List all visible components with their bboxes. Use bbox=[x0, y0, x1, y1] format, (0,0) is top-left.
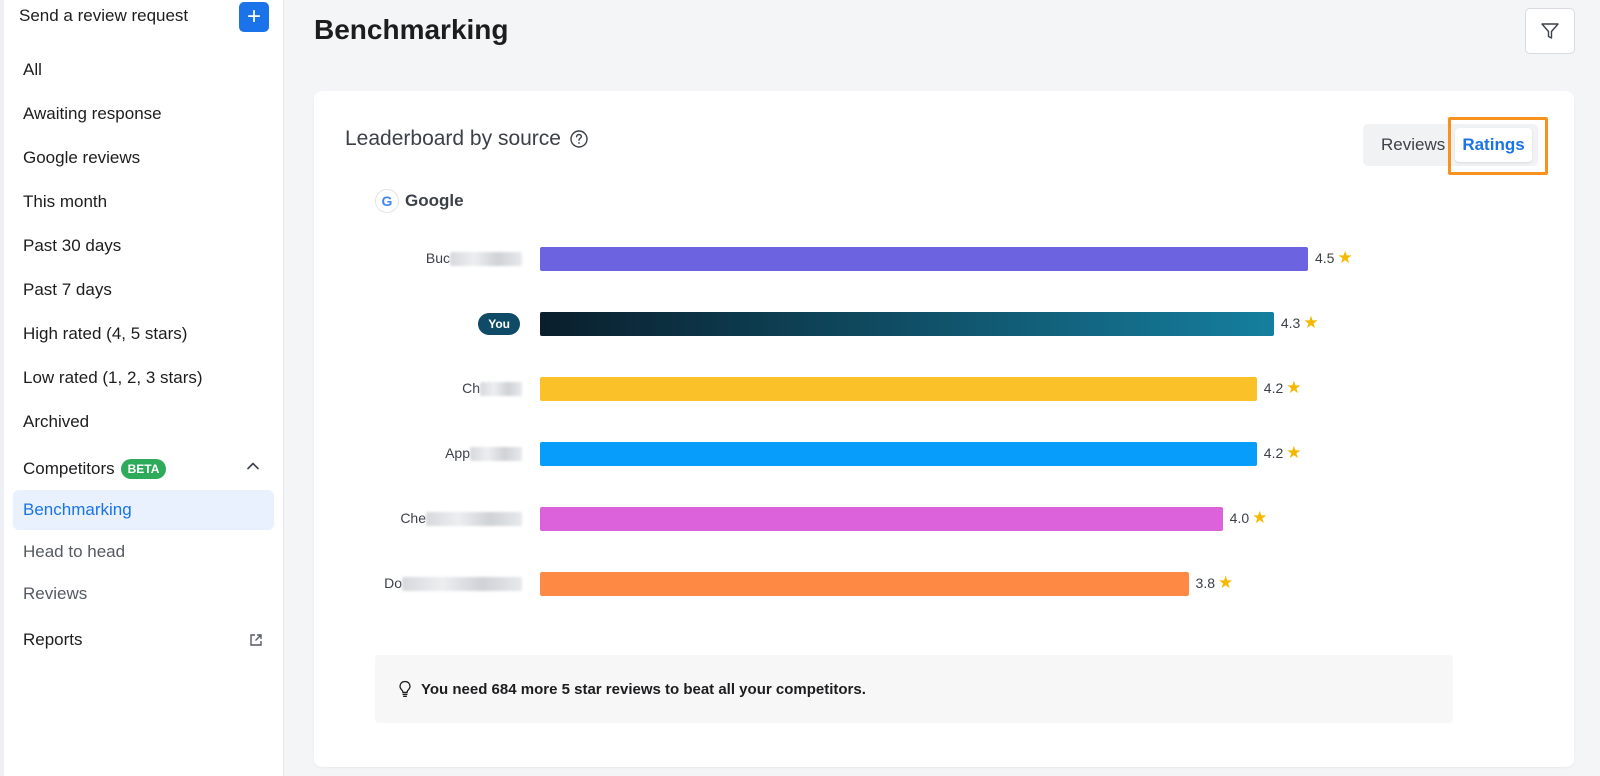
sidebar-item-past-30-days[interactable]: Past 30 days bbox=[23, 236, 122, 255]
page-title: Benchmarking bbox=[314, 14, 509, 45]
bar-value-label: 4.0 ★ bbox=[1230, 509, 1268, 526]
send-review-request-row[interactable]: Send a review request + bbox=[19, 0, 269, 32]
rating-value: 4.5 bbox=[1315, 249, 1335, 266]
rating-bar bbox=[540, 507, 1223, 531]
bar-value-label: 3.8 ★ bbox=[1196, 574, 1234, 591]
redacted-name bbox=[426, 512, 522, 527]
tip-box: You need 684 more 5 star reviews to beat… bbox=[375, 655, 1453, 723]
chevron-up-icon[interactable] bbox=[246, 459, 260, 473]
lightbulb-icon bbox=[399, 680, 411, 697]
rating-value: 4.0 bbox=[1229, 509, 1250, 526]
tab-reviews[interactable]: Reviews bbox=[1381, 135, 1446, 154]
sidebar-item-head-to-head[interactable]: Head to head bbox=[23, 542, 126, 561]
you-badge: You bbox=[478, 313, 520, 335]
rating-value: 4.2 bbox=[1263, 444, 1284, 461]
help-icon[interactable] bbox=[569, 129, 589, 149]
rating-bar bbox=[540, 247, 1308, 271]
filter-icon bbox=[1541, 23, 1559, 39]
leaderboard-title: Leaderboard by source bbox=[345, 127, 589, 151]
source-label: Google bbox=[405, 191, 464, 210]
bar-value-label: 4.2 ★ bbox=[1264, 379, 1302, 396]
bar-label-text: App bbox=[445, 445, 470, 461]
star-icon: ★ bbox=[1286, 378, 1302, 397]
bar-value-label: 4.3 ★ bbox=[1281, 314, 1319, 331]
sidebar-item-reports[interactable]: Reports bbox=[23, 630, 83, 649]
bar-label-text: Ch bbox=[462, 380, 480, 396]
sidebar-item-benchmarking[interactable]: Benchmarking bbox=[23, 500, 132, 519]
sidebar-active-highlight bbox=[13, 490, 274, 530]
star-icon: ★ bbox=[1252, 508, 1268, 527]
star-icon: ★ bbox=[1218, 573, 1234, 592]
filter-button[interactable] bbox=[1525, 8, 1575, 54]
tip-text: You need 684 more 5 star reviews to beat… bbox=[421, 680, 866, 698]
bar-label-text: Do bbox=[384, 575, 402, 591]
source-header: G Google bbox=[375, 189, 464, 213]
sidebar-item-competitor-reviews[interactable]: Reviews bbox=[23, 584, 88, 603]
sidebar-item-high-rated[interactable]: High rated (4, 5 stars) bbox=[23, 324, 188, 343]
bar-value-label: 4.5 ★ bbox=[1315, 249, 1353, 266]
tab-ratings[interactable]: Ratings bbox=[1455, 128, 1532, 162]
rating-value: 4.3 bbox=[1280, 314, 1301, 331]
google-logo-icon: G bbox=[375, 189, 399, 213]
rating-value: 4.2 bbox=[1263, 379, 1284, 396]
redacted-name bbox=[470, 447, 522, 462]
rating-bar bbox=[540, 377, 1257, 401]
plus-icon: + bbox=[246, 2, 261, 30]
add-review-request-button[interactable]: + bbox=[239, 1, 269, 32]
sidebar: Send a review request + All Awaiting res… bbox=[0, 0, 284, 776]
ratings-bar-chart: Buc 4.5 ★ You 4.3 ★ Ch 4.2 ★ App 4.2 ★ Che 4.0 ★ Do 3.8 ★ bbox=[314, 91, 1574, 631]
bar-label: App bbox=[445, 445, 522, 462]
rating-bar bbox=[540, 442, 1257, 466]
sidebar-item-this-month[interactable]: This month bbox=[23, 192, 108, 211]
rating-bar bbox=[540, 312, 1274, 336]
bar-label: Che bbox=[400, 510, 522, 527]
redacted-name bbox=[480, 382, 522, 397]
redacted-name bbox=[402, 577, 522, 592]
sidebar-item-google-reviews[interactable]: Google reviews bbox=[23, 148, 141, 167]
sidebar-edge bbox=[0, 0, 4, 776]
rating-value: 3.8 bbox=[1195, 574, 1215, 591]
beta-badge: BETA bbox=[120, 459, 167, 479]
bar-label-text: Buc bbox=[425, 250, 450, 266]
bar-label-text: Che bbox=[400, 510, 426, 526]
bar-label: Do bbox=[384, 575, 522, 592]
leaderboard-title-text: Leaderboard by source bbox=[345, 127, 561, 150]
star-icon: ★ bbox=[1303, 313, 1319, 332]
sidebar-item-low-rated[interactable]: Low rated (1, 2, 3 stars) bbox=[23, 368, 203, 387]
sidebar-item-archived[interactable]: Archived bbox=[23, 412, 90, 431]
sidebar-item-awaiting-response[interactable]: Awaiting response bbox=[23, 104, 162, 123]
star-icon: ★ bbox=[1337, 248, 1353, 267]
leaderboard-card: Leaderboard by source Reviews Ratings G … bbox=[314, 91, 1574, 767]
send-review-request-label: Send a review request bbox=[19, 6, 189, 25]
sidebar-item-all[interactable]: All bbox=[23, 60, 42, 79]
competitors-label: Competitors bbox=[23, 459, 115, 478]
bar-value-label: 4.2 ★ bbox=[1264, 444, 1302, 461]
star-icon: ★ bbox=[1286, 443, 1302, 462]
sidebar-item-past-7-days[interactable]: Past 7 days bbox=[23, 280, 112, 299]
external-link-icon[interactable] bbox=[248, 632, 264, 648]
sidebar-item-competitors[interactable]: Competitors BETA bbox=[23, 459, 167, 479]
rating-bar bbox=[540, 572, 1189, 596]
redacted-name bbox=[450, 252, 522, 267]
bar-label: Ch bbox=[462, 380, 522, 397]
bar-label: Buc bbox=[425, 250, 522, 267]
